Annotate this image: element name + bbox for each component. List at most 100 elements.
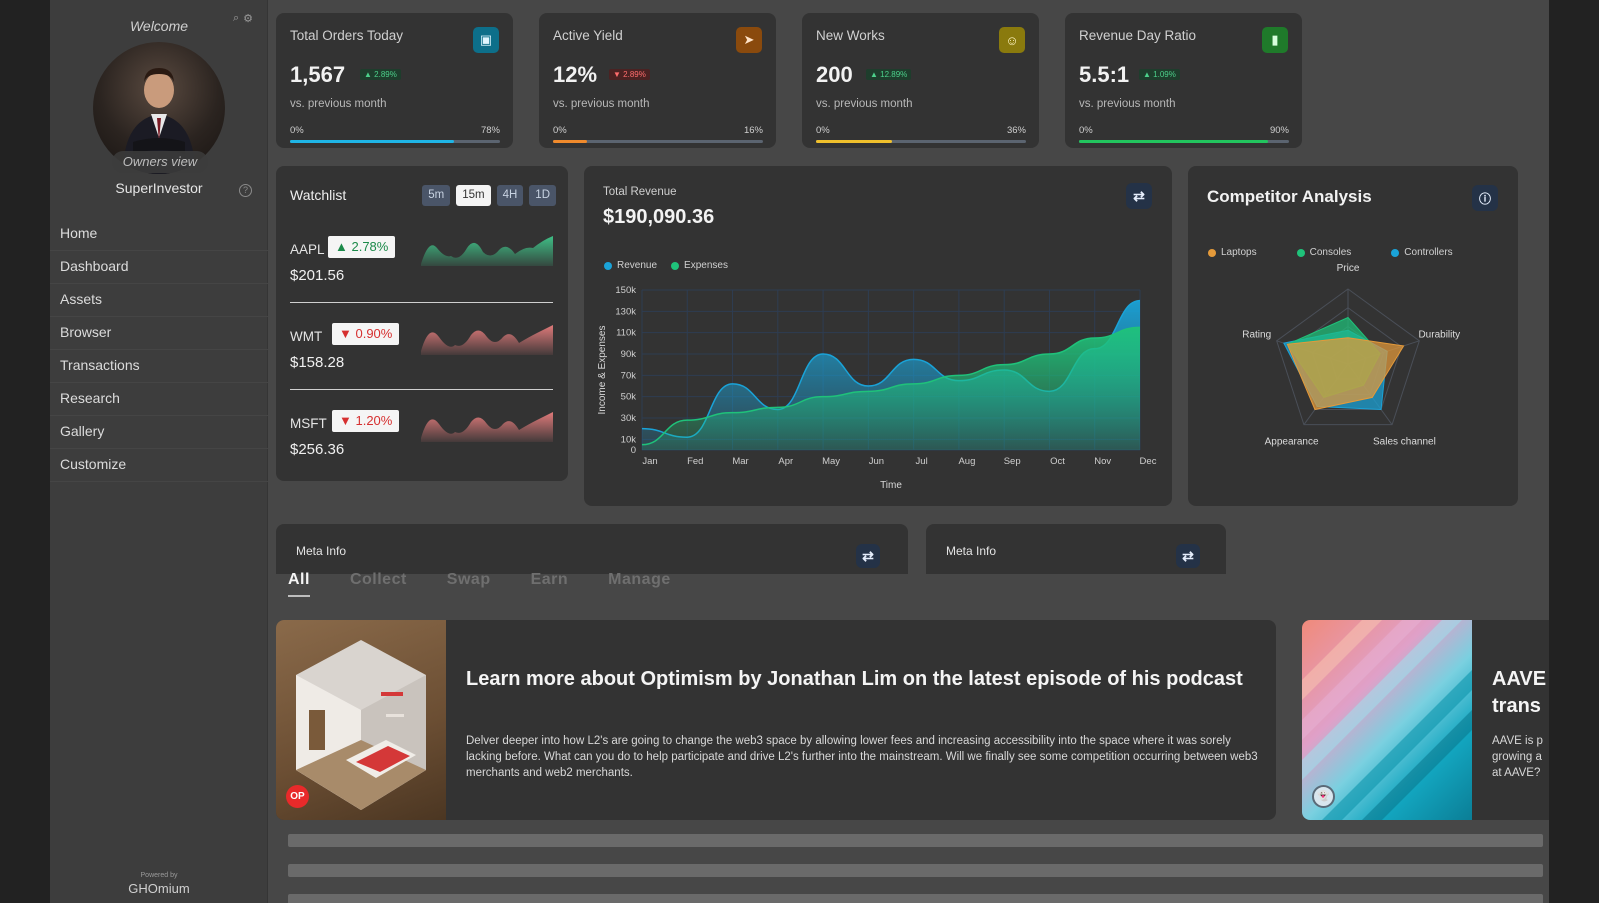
stat-min: 0% [553, 125, 567, 136]
ticker-symbol: WMT [290, 329, 323, 344]
article-body: AAVE is p growing a at AAVE? [1492, 735, 1543, 779]
tab-collect[interactable]: Collect [349, 571, 407, 588]
y-tick-label: 90k [621, 349, 637, 360]
sidebar-item-research[interactable]: Research [50, 383, 268, 416]
loading-placeholder [288, 864, 1543, 877]
legend-laptops: Laptops [1208, 247, 1257, 258]
sidebar-item-dashboard[interactable]: Dashboard [50, 251, 268, 284]
info-icon[interactable]: ⓘ [1472, 185, 1498, 211]
window-frame-left [0, 0, 50, 903]
radar-series-laptops [1286, 337, 1405, 411]
tab-4h[interactable]: 4H [496, 185, 524, 206]
legend-revenue: Revenue [604, 260, 657, 271]
legend-dot [1296, 248, 1305, 257]
stat-badge: ▲ 1.09% [1139, 69, 1180, 80]
stat-value: 200 [816, 62, 853, 87]
stat-title: Active Yield [553, 28, 623, 43]
progress-fill [816, 140, 892, 143]
stat-min: 0% [1079, 125, 1093, 136]
stat-badge: ▼ 2.89% [609, 69, 650, 80]
legend-controllers: Controllers [1391, 247, 1453, 258]
x-tick-label: Dec [1140, 456, 1157, 467]
sidebar-item-customize[interactable]: Customize [50, 449, 268, 482]
watchlist-item-msft[interactable]: MSFT ▼ 1.20% $256.36 [290, 408, 553, 488]
y-tick-label: 30k [621, 413, 637, 424]
sparkline-chart [421, 236, 553, 266]
loading-placeholder [288, 894, 1543, 903]
tab-all[interactable]: All [288, 571, 310, 597]
y-tick-label: 150k [615, 285, 636, 296]
username: SuperInvestor [115, 180, 203, 196]
revenue-card: Total Revenue $190,090.36 ⇄ Revenue Expe… [584, 166, 1172, 506]
sidebar-item-gallery[interactable]: Gallery [50, 416, 268, 449]
radar-axis-label: Rating [1242, 329, 1271, 340]
divider [290, 302, 553, 303]
competitor-title: Competitor Analysis [1207, 187, 1372, 206]
timeframe-tabs: 5m 15m 4H 1D [422, 185, 556, 206]
help-icon[interactable]: ? [239, 184, 252, 197]
progress-fill [553, 140, 587, 143]
stat-min: 0% [290, 125, 304, 136]
ticker-price: $201.56 [290, 267, 345, 284]
legend-dot [604, 261, 612, 270]
radar-axis-label: Sales channel [1373, 437, 1436, 448]
stat-subtitle: vs. previous month [290, 98, 387, 110]
shopping-bag-icon: ▣ [473, 27, 499, 53]
tab-manage[interactable]: Manage [608, 571, 671, 588]
ticker-symbol: AAPL [290, 242, 325, 257]
x-tick-label: Jun [869, 456, 884, 467]
tab-earn[interactable]: Earn [530, 571, 569, 588]
x-tick-label: Jul [916, 456, 928, 467]
sidebar-item-transactions[interactable]: Transactions [50, 350, 268, 383]
stat-max: 36% [1006, 125, 1026, 136]
progress-bar [553, 140, 763, 143]
y-tick-label: 0 [631, 445, 636, 456]
stat-badge: ▲ 12.89% [866, 69, 912, 80]
refresh-icon[interactable]: ⇄ [856, 544, 880, 568]
legend-label: Consoles [1309, 247, 1352, 258]
stat-subtitle: vs. previous month [553, 98, 650, 110]
gear-icon[interactable]: ⚙ [243, 13, 253, 25]
sidebar-item-browser[interactable]: Browser [50, 317, 268, 350]
article-card[interactable]: OP Learn more about Optimism by Jonathan… [276, 620, 1276, 820]
app-window: Welcome ⌕ ⚙ Owners view SuperInvestor ? … [50, 0, 1549, 903]
sidebar-item-assets[interactable]: Assets [50, 284, 268, 317]
change-badge: ▲ 2.78% [328, 236, 396, 258]
progress-fill [1079, 140, 1268, 143]
op-token-badge: OP [286, 785, 309, 808]
ticker-price: $158.28 [290, 354, 345, 371]
legend-label: Expenses [684, 260, 728, 271]
article-card[interactable]: 👻 AAVE trans AAVE is p growing a at AAVE… [1302, 620, 1549, 820]
radar-legend: Laptops Consoles Controllers [1208, 247, 1453, 258]
tab-5m[interactable]: 5m [422, 185, 451, 206]
powered-by-label: Powered by [140, 872, 178, 879]
expenses-area [642, 327, 1140, 450]
legend-label: Revenue [617, 260, 658, 271]
refresh-icon[interactable]: ⇄ [1126, 183, 1152, 209]
sidebar: Welcome ⌕ ⚙ Owners view SuperInvestor ? … [50, 0, 268, 903]
watchlist-item-aapl[interactable]: AAPL ▲ 2.78% $201.56 [290, 234, 553, 314]
legend-consoles: Consoles [1296, 247, 1352, 258]
stat-card-new-works: New Works ☺ 200 ▲ 12.89% vs. previous mo… [802, 13, 1039, 148]
x-tick-label: Fed [687, 456, 703, 467]
search-icon[interactable]: ⌕ [232, 12, 240, 24]
y-tick-label: 50k [621, 392, 637, 403]
divider [290, 389, 553, 390]
tab-swap[interactable]: Swap [446, 571, 491, 588]
refresh-icon[interactable]: ⇄ [1176, 544, 1200, 568]
owners-view-label[interactable]: Owners view [112, 151, 208, 173]
sidebar-item-home[interactable]: Home [50, 218, 268, 251]
x-tick-label: Sep [1004, 456, 1021, 467]
stat-title: Total Orders Today [290, 28, 404, 43]
meta-info-card: Meta Info ⇄ [926, 524, 1226, 574]
stat-card-total-orders: Total Orders Today ▣ 1,567 ▲ 2.89% vs. p… [276, 13, 513, 148]
y-tick-label: 130k [615, 306, 636, 317]
tab-15m[interactable]: 15m [456, 185, 491, 206]
tab-1d[interactable]: 1D [529, 185, 556, 206]
aave-icon: 👻 [1312, 785, 1335, 808]
article-title: Learn more about Optimism by Jonathan Li… [466, 668, 1243, 690]
legend-expenses: Expenses [671, 260, 728, 271]
watchlist-item-wmt[interactable]: WMT ▼ 0.90% $158.28 [290, 321, 553, 401]
legend-dot [1208, 248, 1216, 257]
